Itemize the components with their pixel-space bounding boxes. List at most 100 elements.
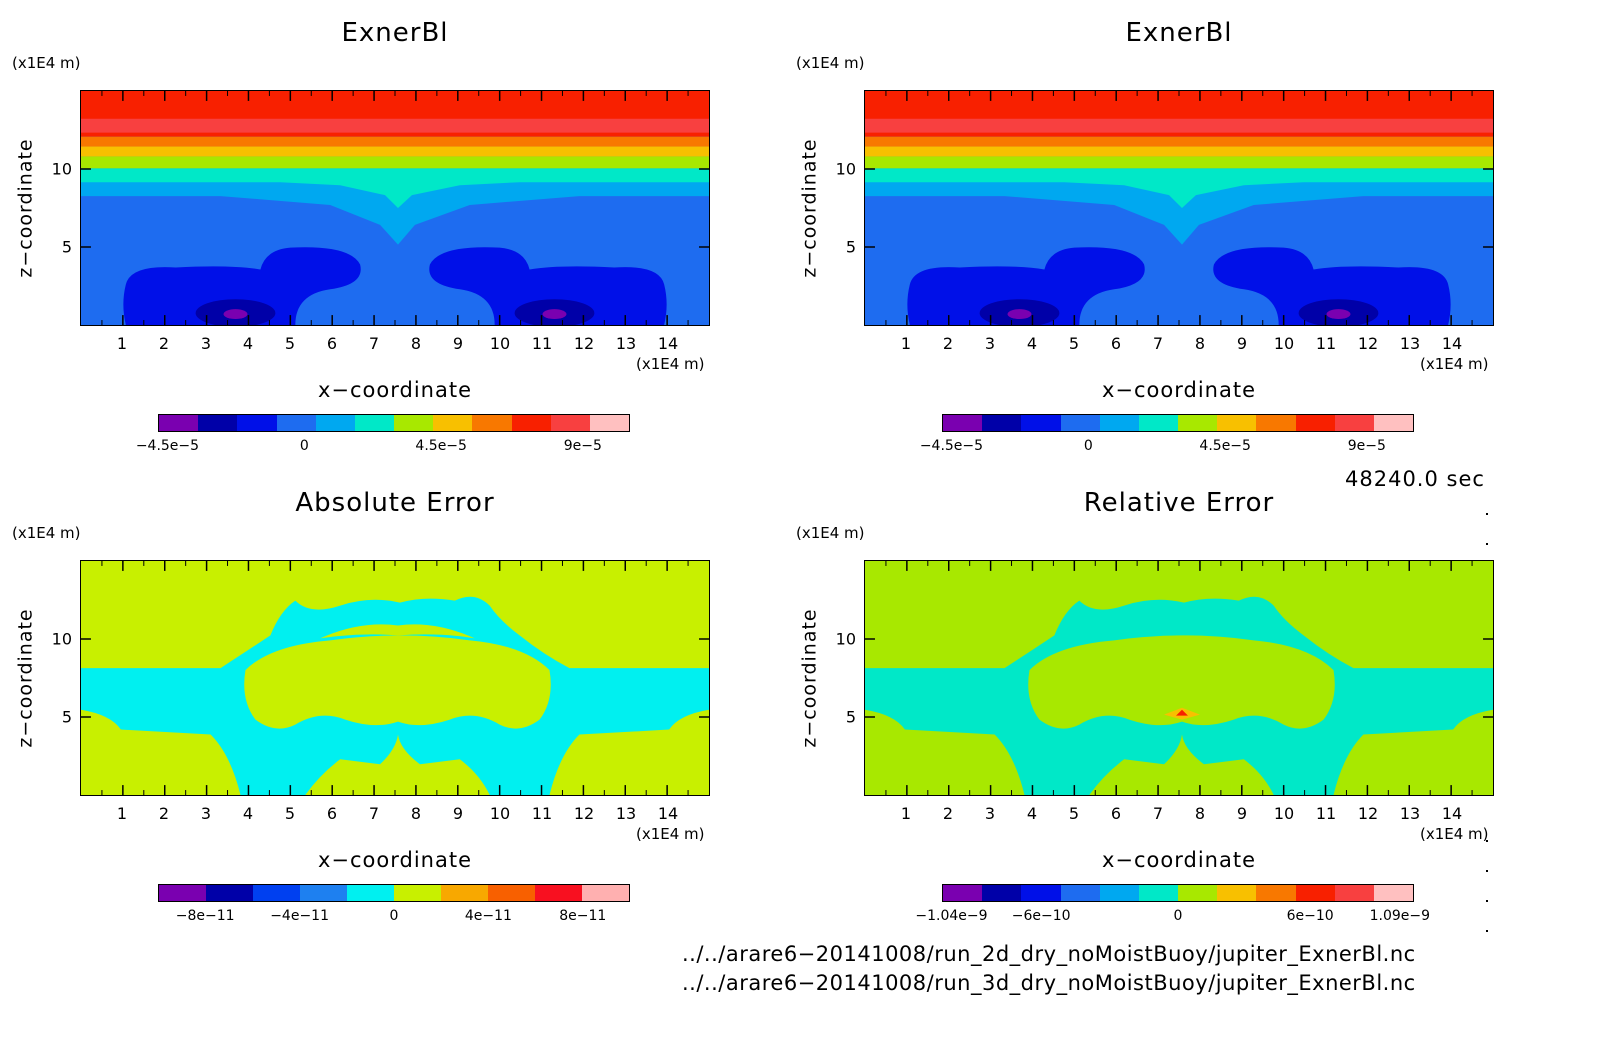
x-tick-label: 14 [657, 334, 679, 353]
x-unit-label: (x1E4 m) [1420, 825, 1489, 843]
colorbar-segment [472, 415, 512, 431]
colorbar-segment [1217, 885, 1257, 901]
x-tick-label: 4 [242, 804, 254, 823]
y-unit-label: (x1E4 m) [12, 54, 81, 72]
x-axis-label: x−coordinate [1101, 378, 1257, 402]
colorbar-segment [943, 885, 983, 901]
blob-left [123, 247, 361, 325]
panel-title: Relative Error [1083, 488, 1275, 518]
band-pink-red [865, 118, 1493, 133]
colorbar-tick-label: 4e−11 [464, 908, 512, 924]
blob-right [1213, 247, 1451, 325]
colorbar-segment [1295, 885, 1335, 901]
y-ticks: 5 10 [40, 560, 78, 796]
colorbar-segment [198, 415, 238, 431]
x-tick-label: 12 [573, 334, 595, 353]
contour-svg [865, 561, 1493, 795]
colorbar-labels: −4.5e−5 0 4.5e−5 9e−5 [136, 438, 630, 456]
colorbar-segment [582, 885, 629, 901]
spike-red [1176, 709, 1188, 716]
colorbar-tick-label: 9e−5 [1347, 438, 1386, 454]
x-ticks: 1 2 3 4 5 6 7 8 9 10 11 12 13 14 [864, 334, 1494, 354]
file-path-3d: ../../arare6−20141008/run_3d_dry_noMoist… [682, 971, 1416, 995]
x-tick-label: 11 [531, 334, 553, 353]
colorbar-segment [943, 415, 983, 431]
x-tick-label: 1 [116, 334, 128, 353]
x-tick-label: 6 [326, 334, 338, 353]
x-axis-label: x−coordinate [317, 848, 473, 872]
contour-svg [81, 91, 709, 325]
colorbar-segment [394, 885, 441, 901]
colorbar-segment [1138, 885, 1179, 901]
x-ticks: 1 2 3 4 5 6 7 8 9 10 11 12 13 14 [864, 804, 1494, 824]
colorbar-tick-label: 4.5e−5 [1199, 438, 1251, 454]
x-tick-label: 2 [158, 334, 170, 353]
colorbar-segment [982, 885, 1022, 901]
colorbar-segment [589, 415, 630, 431]
panel-title: ExnerBl [1125, 18, 1233, 48]
colorbar-segment [511, 415, 551, 431]
colorbar-segment [1334, 885, 1374, 901]
colorbar-segment [535, 885, 582, 901]
colorbar-segment [550, 415, 590, 431]
dot-marker [1486, 543, 1488, 545]
y-axis-label: z−coordinate [15, 138, 38, 278]
blob-right [429, 247, 667, 325]
x-tick-label: 10 [489, 804, 511, 823]
colorbar-tick-label: 0 [389, 908, 399, 924]
colorbar-labels: −8e−11 −4e−11 0 4e−11 8e−11 [158, 908, 630, 926]
colorbar-tick-label: −4e−11 [270, 908, 329, 924]
center-left [223, 309, 248, 320]
dot-marker [1486, 513, 1488, 515]
contour-svg [865, 91, 1493, 325]
x-tick-label: 8 [1194, 804, 1206, 823]
x-tick-label: 7 [1152, 334, 1164, 353]
band-cyan [865, 168, 1493, 208]
y-tick-label: 10 [51, 159, 72, 179]
x-tick-label: 9 [1236, 804, 1248, 823]
x-tick-label: 4 [242, 334, 254, 353]
colorbar-segment [300, 885, 347, 901]
colorbar-segment [253, 885, 300, 901]
x-tick-label: 3 [200, 804, 212, 823]
colorbar-segment [1138, 415, 1179, 431]
colorbar-labels: −1.04e−9 −6e−10 0 6e−10 1.09e−9 [915, 908, 1430, 926]
colorbar-segment [354, 415, 395, 431]
colorbar [942, 884, 1414, 902]
x-ticks: 1 2 3 4 5 6 7 8 9 10 11 12 13 14 [80, 804, 710, 824]
dot-marker [1486, 900, 1488, 902]
x-axis-label: x−coordinate [317, 378, 473, 402]
x-tick-label: 6 [1110, 334, 1122, 353]
x-tick-label: 14 [1441, 804, 1463, 823]
x-tick-label: 7 [368, 334, 380, 353]
file-path-2d: ../../arare6−20141008/run_2d_dry_noMoist… [682, 942, 1416, 966]
y-tick-label: 10 [835, 159, 856, 179]
panel-relative-error: Relative Error (x1E4 m) z−coordinate 5 10… [784, 470, 1564, 940]
colorbar-segment [237, 415, 277, 431]
x-tick-label: 10 [1273, 804, 1295, 823]
x-tick-label: 6 [1110, 804, 1122, 823]
colorbar-tick-label: 8e−11 [559, 908, 607, 924]
colorbar-tick-label: 0 [299, 438, 309, 454]
band-orange [81, 136, 709, 147]
x-tick-label: 12 [1357, 804, 1379, 823]
x-tick-label: 2 [942, 804, 954, 823]
contour-plot [80, 90, 710, 326]
x-tick-label: 9 [452, 334, 464, 353]
colorbar-segment [206, 885, 253, 901]
center-right [542, 309, 567, 320]
x-tick-label: 7 [1152, 804, 1164, 823]
x-tick-label: 14 [657, 804, 679, 823]
band-surface [81, 165, 709, 245]
colorbar-tick-label: 4.5e−5 [415, 438, 467, 454]
x-tick-label: 13 [615, 334, 637, 353]
colorbar-tick-label: 0 [1083, 438, 1093, 454]
colorbar-segment [1256, 415, 1296, 431]
x-tick-label: 13 [615, 804, 637, 823]
blob-left [907, 247, 1145, 325]
band-green [81, 156, 709, 169]
contour-svg [81, 561, 709, 795]
y-tick-label: 5 [61, 237, 72, 257]
y-axis-label: z−coordinate [799, 608, 822, 748]
